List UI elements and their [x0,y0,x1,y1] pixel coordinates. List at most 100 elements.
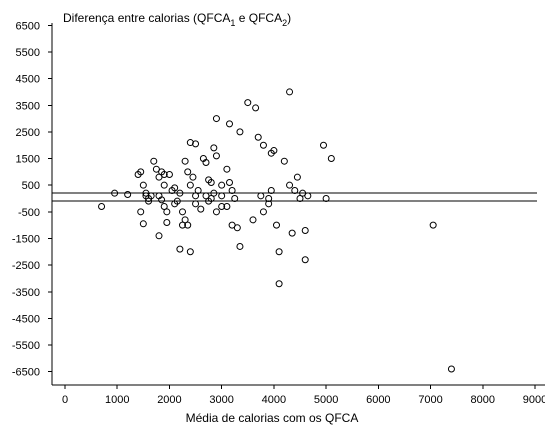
chart-title-middle: e QFCA [235,11,282,25]
data-point [429,221,437,229]
data-point [139,181,147,189]
y-tick-label: 6500 [16,20,40,32]
data-point [320,141,327,149]
data-point [299,189,307,197]
x-tick-label: 4000 [262,394,286,406]
y-tick-label: -2500 [12,260,40,272]
data-point [176,189,184,197]
data-point [158,196,166,204]
data-point [265,195,273,202]
y-tick-label: -6500 [12,367,40,379]
data-point [223,202,231,210]
x-tick-label: 8000 [471,394,495,406]
data-point [186,139,194,147]
data-point [291,187,299,195]
x-axis-title: Média de calorias com os QFCA [186,411,359,425]
data-point [160,171,168,179]
data-point [280,157,288,165]
x-tick-label: 2000 [157,394,181,406]
data-point [218,202,226,210]
data-point [207,195,215,202]
data-point [233,224,241,232]
x-tick-label: 5000 [314,394,338,406]
data-point [288,229,296,237]
data-point [293,173,301,181]
data-point [236,128,244,136]
data-point [259,208,267,216]
chart-title-end: ) [287,11,291,25]
data-point [181,157,189,165]
data-point [179,221,186,229]
data-point [98,202,106,210]
data-point [226,179,233,187]
data-point [244,99,252,107]
y-tick-label: -3500 [12,287,40,299]
y-tick-label: -500 [18,207,40,219]
data-point [275,248,283,256]
data-point [254,133,262,141]
data-point [160,181,168,189]
data-point [124,191,132,199]
data-point [184,221,192,229]
data-point [286,181,294,189]
data-point [210,144,218,152]
chart-title-sub1: 1 [230,18,235,28]
data-point [197,205,205,213]
data-point [165,171,173,179]
data-point [275,280,283,288]
data-point [207,179,215,187]
data-point [327,155,335,163]
data-point [231,195,239,202]
data-point [189,173,197,181]
data-point [111,189,119,197]
data-point [212,208,220,216]
data-point [218,192,226,200]
data-point [236,242,244,250]
data-point [226,120,233,128]
x-axis: 0 1000 2000 3000 4000 5000 6000 7000 8000 9000 [52,384,545,406]
data-point [212,115,220,123]
data-point [171,184,179,192]
y-tick-label: 5500 [16,47,40,59]
y-tick-label: 500 [22,180,40,192]
data-point [184,168,192,176]
data-point [176,245,184,253]
chart-title: Diferença entre calorias (QFCA1 e QFCA2) [63,11,291,28]
x-tick-label: 1000 [105,394,129,406]
data-point [192,200,200,208]
data-point [265,200,273,208]
data-point [186,248,194,256]
data-point [186,181,194,189]
data-point [192,140,200,148]
data-point [447,365,455,373]
y-axis: 6500 5500 4500 3500 2500 1500 500 -500 -1500 -250… [12,20,53,385]
data-point [286,88,294,96]
x-tick-label: 3000 [209,394,233,406]
data-point [137,208,145,216]
data-point [322,195,330,202]
data-point [192,192,200,200]
data-point [257,192,265,200]
data-point [202,159,210,167]
data-point [147,192,155,200]
data-point [179,208,186,216]
data-point [163,218,171,226]
x-tick-label: 6000 [366,394,390,406]
data-point [137,168,145,176]
y-tick-label: 2500 [16,127,40,139]
data-point [270,147,278,155]
chart-title-sub2: 2 [282,18,287,28]
y-tick-label: 3500 [16,100,40,112]
x-tick-label: 7000 [418,394,442,406]
data-point [155,232,163,240]
y-tick-label: 4500 [16,74,40,86]
data-point [139,220,147,228]
data-point [259,141,267,149]
y-tick-label: -1500 [12,233,40,245]
data-point [212,152,220,160]
data-point [218,181,226,189]
data-point [171,200,179,208]
data-point [228,187,236,195]
x-tick-label: 9000 [523,394,545,406]
data-point [252,104,260,112]
